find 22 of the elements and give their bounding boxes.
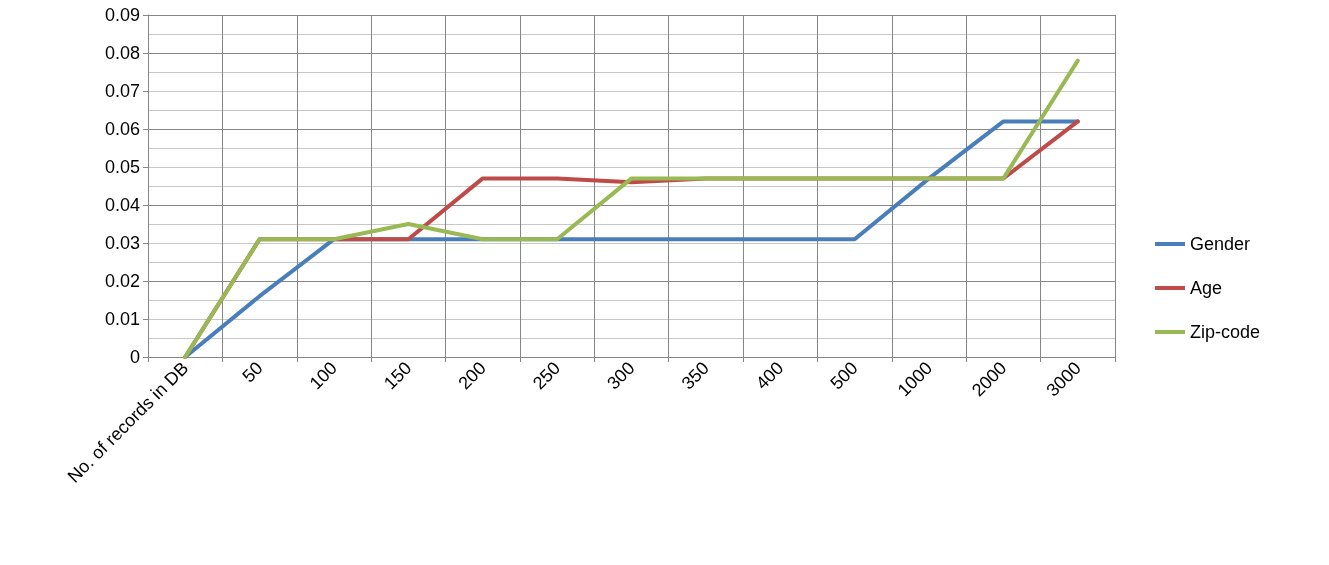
x-tick-label: 350	[677, 357, 713, 394]
y-tick-label: 0.08	[104, 43, 140, 63]
y-tick-label: 0.04	[104, 195, 140, 215]
y-tick-label: 0	[129, 347, 140, 367]
y-tick-label: 0.06	[104, 119, 140, 139]
legend-label: Zip-code	[1190, 322, 1261, 342]
x-tick-label: 300	[603, 357, 639, 394]
y-tick-label: 0.07	[104, 81, 140, 101]
y-tick-label: 0.02	[104, 271, 140, 291]
x-tick-label: 50	[238, 357, 267, 387]
x-tick-label: 250	[528, 357, 565, 394]
x-tick-label: 400	[751, 357, 788, 394]
legend-label: Age	[1190, 278, 1223, 298]
x-tick-label: 100	[305, 357, 342, 394]
y-tick-label: 0.01	[104, 309, 140, 329]
y-tick-label: 0.03	[104, 233, 140, 253]
x-tick-label: 200	[454, 357, 490, 394]
x-tick-label: 500	[826, 357, 862, 394]
y-tick-label: 0.09	[104, 5, 140, 25]
legend-label: Gender	[1190, 234, 1251, 254]
x-tick-label: 150	[380, 357, 416, 394]
y-tick-label: 0.05	[104, 157, 140, 177]
